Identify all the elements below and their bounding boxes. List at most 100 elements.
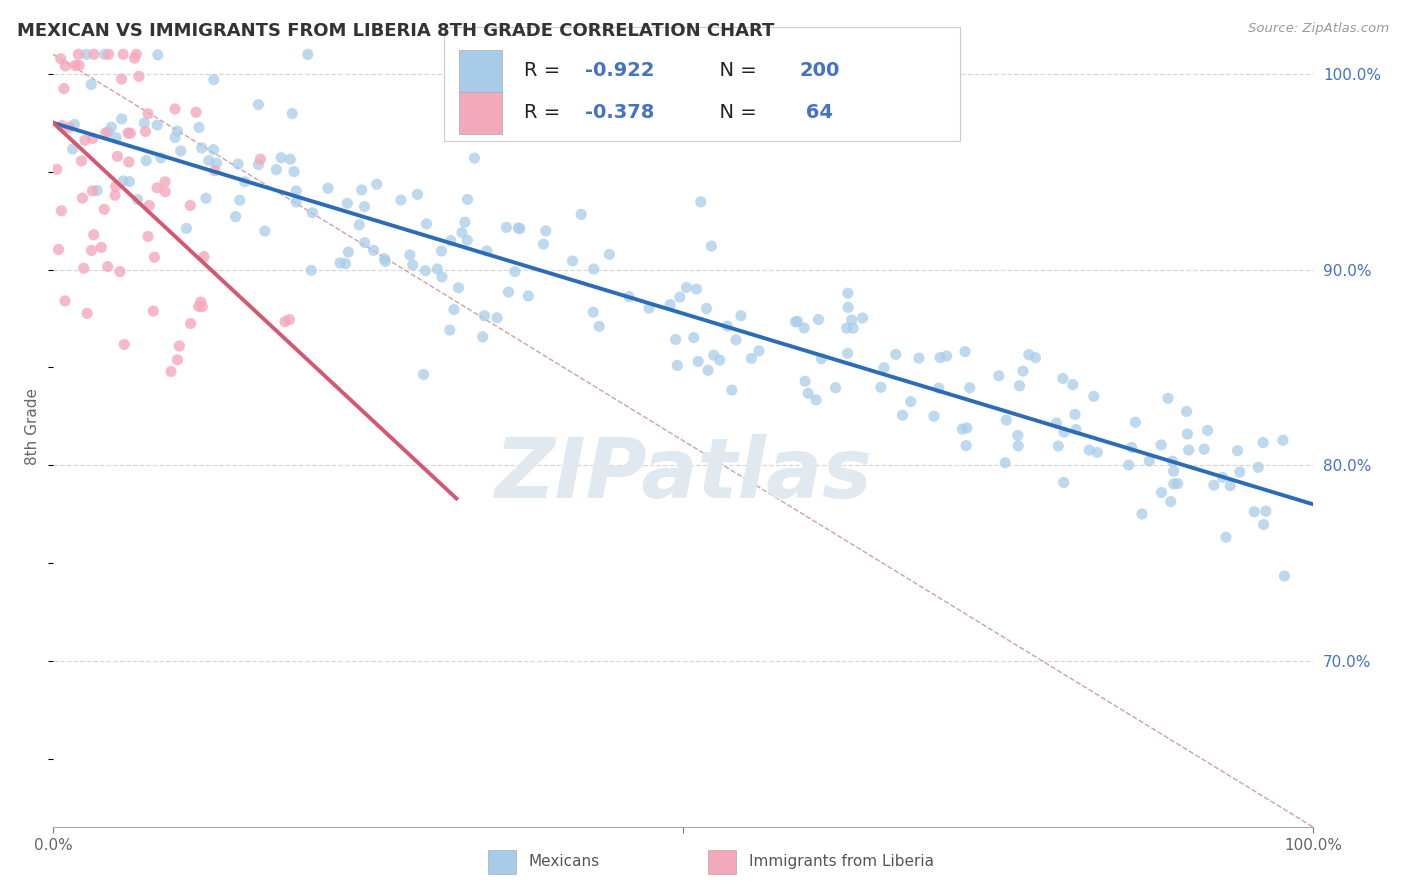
Point [80,78,103,92]
Point [45,162,67,177]
Point [412,368,434,382]
Text: ZIPatlas: ZIPatlas [495,434,872,515]
Text: R =: R = [524,103,567,122]
Point [70,153,93,168]
Point [105,130,128,145]
Point [155,185,177,199]
Point [165,130,187,145]
Point [146,181,169,195]
Point [463,151,485,165]
Point [1125,415,1147,429]
Point [249,152,271,166]
Point [959,381,981,395]
Point [1229,465,1251,479]
Point [908,351,931,365]
Point [82,131,104,145]
Point [426,262,449,277]
Point [285,194,308,209]
Point [138,198,160,212]
Point [233,175,256,189]
Point [498,285,520,299]
Point [90,240,112,254]
Point [588,319,610,334]
Point [120,126,142,140]
Point [956,421,979,435]
Point [399,248,422,262]
Point [149,151,172,165]
Point [205,156,228,170]
Point [534,224,557,238]
Point [1226,443,1249,458]
Point [1137,454,1160,468]
Point [190,295,212,310]
Point [561,254,583,268]
Point [1192,442,1215,457]
Point [169,339,191,353]
Point [266,162,288,177]
Point [337,245,360,260]
Point [135,153,157,168]
Point [363,244,385,258]
Point [1161,454,1184,468]
Point [118,175,141,189]
Point [350,183,373,197]
Point [835,321,858,335]
Point [1157,392,1180,406]
Point [1008,379,1031,393]
Point [176,221,198,235]
Point [1078,443,1101,458]
Point [955,439,977,453]
Point [1053,425,1076,439]
Point [439,323,461,337]
FancyBboxPatch shape [458,92,502,134]
Point [198,153,221,168]
Point [247,97,270,112]
Point [402,258,425,272]
Point [82,184,104,198]
Point [112,47,135,62]
Point [97,47,120,62]
Point [1163,477,1185,491]
Point [922,409,945,424]
Point [430,244,453,258]
Point [666,359,689,373]
Point [53,59,76,73]
Point [1247,460,1270,475]
Point [1045,416,1067,430]
Point [406,187,429,202]
Point [153,175,176,189]
Point [204,163,226,178]
Point [900,394,922,409]
Point [457,193,479,207]
Point [166,352,188,367]
Point [884,347,907,361]
Point [184,105,207,120]
Point [720,383,742,397]
Point [1253,517,1275,532]
Point [950,422,973,436]
Point [136,107,159,121]
Point [503,264,526,278]
Point [229,193,252,207]
Point [1167,476,1189,491]
Point [58,120,80,135]
Point [76,306,98,320]
Point [124,51,146,65]
Point [194,191,217,205]
Point [471,330,494,344]
Point [851,311,873,326]
Point [495,220,517,235]
Point [1219,479,1241,493]
Point [1064,422,1087,436]
Point [247,157,270,171]
Point [190,141,212,155]
Point [682,331,704,345]
Point [1007,428,1029,442]
Text: 64: 64 [799,103,834,122]
Point [353,200,375,214]
Point [225,210,247,224]
Point [285,184,308,198]
Point [685,282,707,296]
Point [93,47,115,62]
Point [508,221,530,235]
